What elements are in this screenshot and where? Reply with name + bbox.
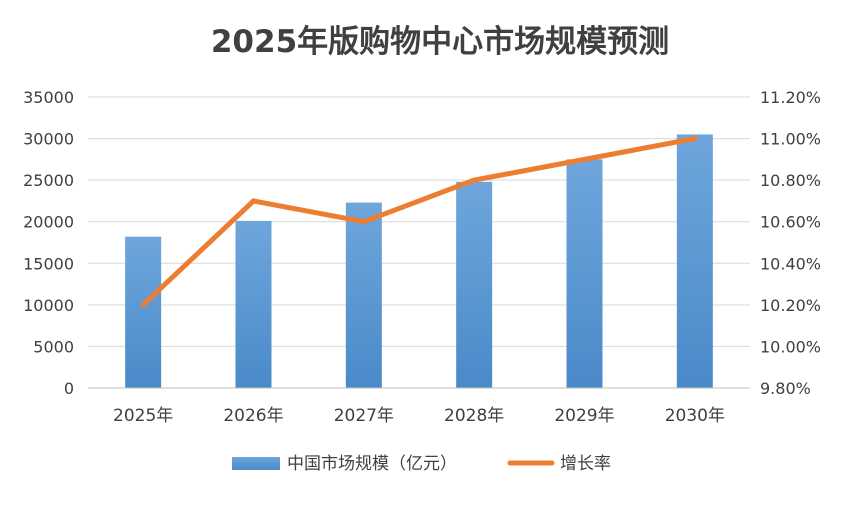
left-tick-label: 0 <box>64 379 74 398</box>
left-tick-label: 20000 <box>23 213 74 232</box>
legend: 中国市场规模（亿元） 增长率 <box>232 454 611 474</box>
chart-title: 2025年版购物中心市场规模预测 <box>211 24 669 60</box>
right-tick-label: 11.20% <box>760 88 821 107</box>
x-tick-label: 2030年 <box>665 406 725 426</box>
x-axis: 2025年 2026年 2027年 2028年 2029年 2030年 <box>88 387 750 426</box>
left-tick-label: 30000 <box>23 130 74 149</box>
bar <box>235 220 272 388</box>
line-point <box>471 177 477 183</box>
left-tick-label: 15000 <box>23 254 74 273</box>
right-tick-label: 10.80% <box>760 171 821 190</box>
right-tick-label: 10.60% <box>760 213 821 232</box>
left-y-axis: 0 5000 10000 15000 20000 25000 30000 35000 <box>23 88 74 398</box>
bar <box>345 202 382 388</box>
left-tick-label: 25000 <box>23 171 74 190</box>
line-point <box>692 136 698 142</box>
bar <box>676 134 713 388</box>
x-tick-label: 2026年 <box>223 406 283 426</box>
legend-bar-label: 中国市场规模（亿元） <box>287 454 457 474</box>
line-series <box>140 136 698 308</box>
right-tick-label: 9.80% <box>760 379 811 398</box>
right-y-axis: 9.80% 10.00% 10.20% 10.40% 10.60% 10.80% 11.00… <box>760 88 821 398</box>
bar <box>566 159 603 388</box>
right-tick-label: 11.00% <box>760 130 821 149</box>
bar-series <box>125 134 713 388</box>
left-tick-label: 35000 <box>23 88 74 107</box>
line-point <box>140 302 146 308</box>
bar <box>125 236 162 388</box>
left-tick-label: 5000 <box>33 337 74 356</box>
gridlines <box>88 96 750 347</box>
x-tick-label: 2027年 <box>334 406 394 426</box>
left-tick-label: 10000 <box>23 296 74 315</box>
right-tick-label: 10.20% <box>760 296 821 315</box>
line-point <box>251 198 256 204</box>
line-point <box>361 219 367 225</box>
x-tick-label: 2025年 <box>113 406 173 426</box>
growth-rate-line <box>140 136 698 308</box>
x-tick-label: 2029年 <box>554 406 614 426</box>
legend-bar-swatch <box>232 457 280 470</box>
right-tick-label: 10.40% <box>760 254 821 273</box>
right-tick-label: 10.00% <box>760 337 821 356</box>
line-point <box>582 156 587 162</box>
bar <box>456 181 493 388</box>
x-tick-label: 2028年 <box>444 406 504 426</box>
legend-line-label: 增长率 <box>560 454 611 474</box>
